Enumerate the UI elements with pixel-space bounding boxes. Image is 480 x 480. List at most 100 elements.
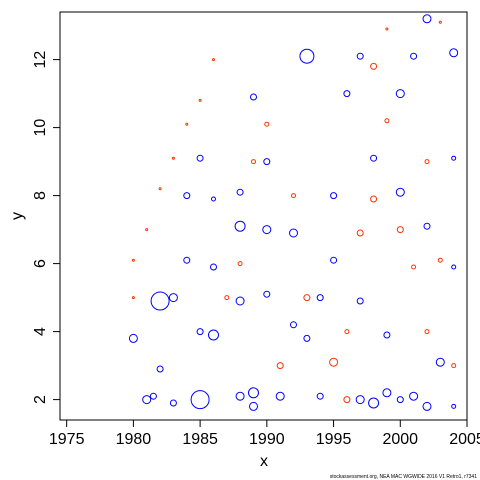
bubble-positive	[370, 195, 378, 203]
bubble-negative	[150, 291, 170, 311]
bubble-positive	[438, 20, 442, 24]
bubble-positive	[329, 357, 339, 367]
bubble-negative	[410, 52, 418, 60]
bubble-negative	[451, 403, 457, 409]
bubble-negative	[299, 48, 315, 64]
bubble-positive	[437, 257, 443, 263]
y-tick-label: 8	[32, 191, 49, 200]
y-tick-label: 10	[32, 119, 49, 137]
bubble-negative	[235, 296, 245, 306]
bubble-negative	[196, 328, 204, 336]
bubble-negative	[343, 90, 351, 98]
bubble-negative	[142, 395, 152, 405]
bubble-negative	[263, 290, 271, 298]
bubble-negative	[275, 391, 285, 401]
bubble-negative	[449, 48, 459, 58]
x-tick-label: 2000	[382, 431, 418, 448]
bubble-positive	[303, 294, 311, 302]
bubble-negative	[196, 154, 204, 162]
bubble-negative	[208, 329, 219, 341]
bubble-negative	[128, 333, 138, 343]
bubble-negative	[190, 390, 210, 410]
bubble-negative	[423, 222, 431, 230]
x-tick-label: 1990	[249, 431, 285, 448]
bubble-positive	[185, 122, 189, 126]
bubble-positive	[131, 296, 135, 300]
x-tick-label: 1995	[316, 431, 352, 448]
y-tick-label: 2	[32, 395, 49, 404]
axis-layer: 1975 1980 1985 1990 1995 2000 2005 2 4 6 8 10 12	[32, 51, 480, 448]
bubble-negative	[330, 192, 338, 200]
bubble-positive	[264, 121, 270, 127]
bubble-negative	[169, 399, 177, 407]
bubble-negative	[370, 154, 378, 162]
bubble-negative	[409, 391, 419, 401]
bubble-negative	[211, 196, 216, 202]
bubble-positive	[343, 396, 351, 404]
bubble-negative	[248, 387, 259, 399]
bubble-negative	[235, 391, 245, 401]
bubble-negative	[156, 365, 164, 373]
bubble-negative	[383, 331, 391, 339]
bubble-positive	[198, 98, 202, 102]
x-tick-label: 1985	[182, 431, 218, 448]
bubble-negative	[149, 392, 157, 400]
bubble-negative	[183, 256, 191, 264]
bubble-positive	[171, 156, 175, 160]
bubble-positive	[224, 295, 230, 301]
bubble-negative	[395, 89, 405, 99]
bubble-negative	[422, 401, 432, 411]
bubble-negative	[249, 401, 258, 411]
x-tick-label: 2005	[449, 431, 480, 448]
bubble-negative	[435, 357, 445, 367]
bubble-positive	[385, 27, 389, 31]
bubble-negative	[236, 188, 244, 196]
bubble-positive	[344, 329, 350, 335]
bubble-negative	[316, 392, 324, 400]
y-tick-label: 4	[32, 327, 49, 336]
x-tick-label: 1975	[49, 431, 85, 448]
bubble-negative	[263, 158, 271, 166]
plot-frame	[59, 11, 468, 421]
y-axis-title: y	[9, 212, 26, 220]
bubble-negative	[356, 52, 364, 60]
bubble-negative	[396, 396, 404, 404]
bubble-negative	[368, 397, 380, 409]
bubble-positive	[158, 187, 162, 191]
bubble-negative	[382, 388, 392, 398]
bubble-negative	[250, 93, 257, 101]
bubble-negative	[355, 395, 365, 405]
bubble-positive	[396, 226, 404, 234]
y-tick-label: 6	[32, 259, 49, 268]
bubble-negative	[303, 334, 311, 342]
bubble-positive	[356, 229, 364, 237]
bubble-positive	[451, 363, 457, 369]
bubble-positive	[424, 159, 430, 165]
bubble-positive	[237, 261, 243, 267]
bubble-negative	[290, 321, 297, 329]
bubble-positive	[251, 159, 256, 165]
x-axis-title: x	[260, 453, 268, 470]
bubble-negative	[289, 228, 298, 238]
bubble-positive	[384, 118, 390, 124]
bubble-positive	[370, 62, 378, 70]
y-tick-label: 12	[32, 51, 49, 69]
bubble-negative	[330, 256, 338, 264]
bubble-negative	[422, 14, 432, 24]
bubble-negative	[395, 187, 405, 197]
bubble-negative	[316, 294, 324, 302]
bubble-positive	[291, 193, 296, 199]
plot-layer	[128, 14, 459, 411]
bubble-positive	[212, 58, 215, 62]
bubble-positive	[424, 329, 430, 335]
bubble-negative	[356, 297, 364, 305]
bubble-positive	[145, 228, 149, 232]
bubble-negative	[168, 293, 178, 303]
x-tick-label: 1980	[116, 431, 152, 448]
bubble-negative	[262, 225, 272, 235]
bubble-positive	[411, 264, 417, 270]
bubble-negative	[451, 264, 457, 270]
bubble-positive	[131, 258, 135, 262]
bubble-negative	[451, 155, 457, 161]
